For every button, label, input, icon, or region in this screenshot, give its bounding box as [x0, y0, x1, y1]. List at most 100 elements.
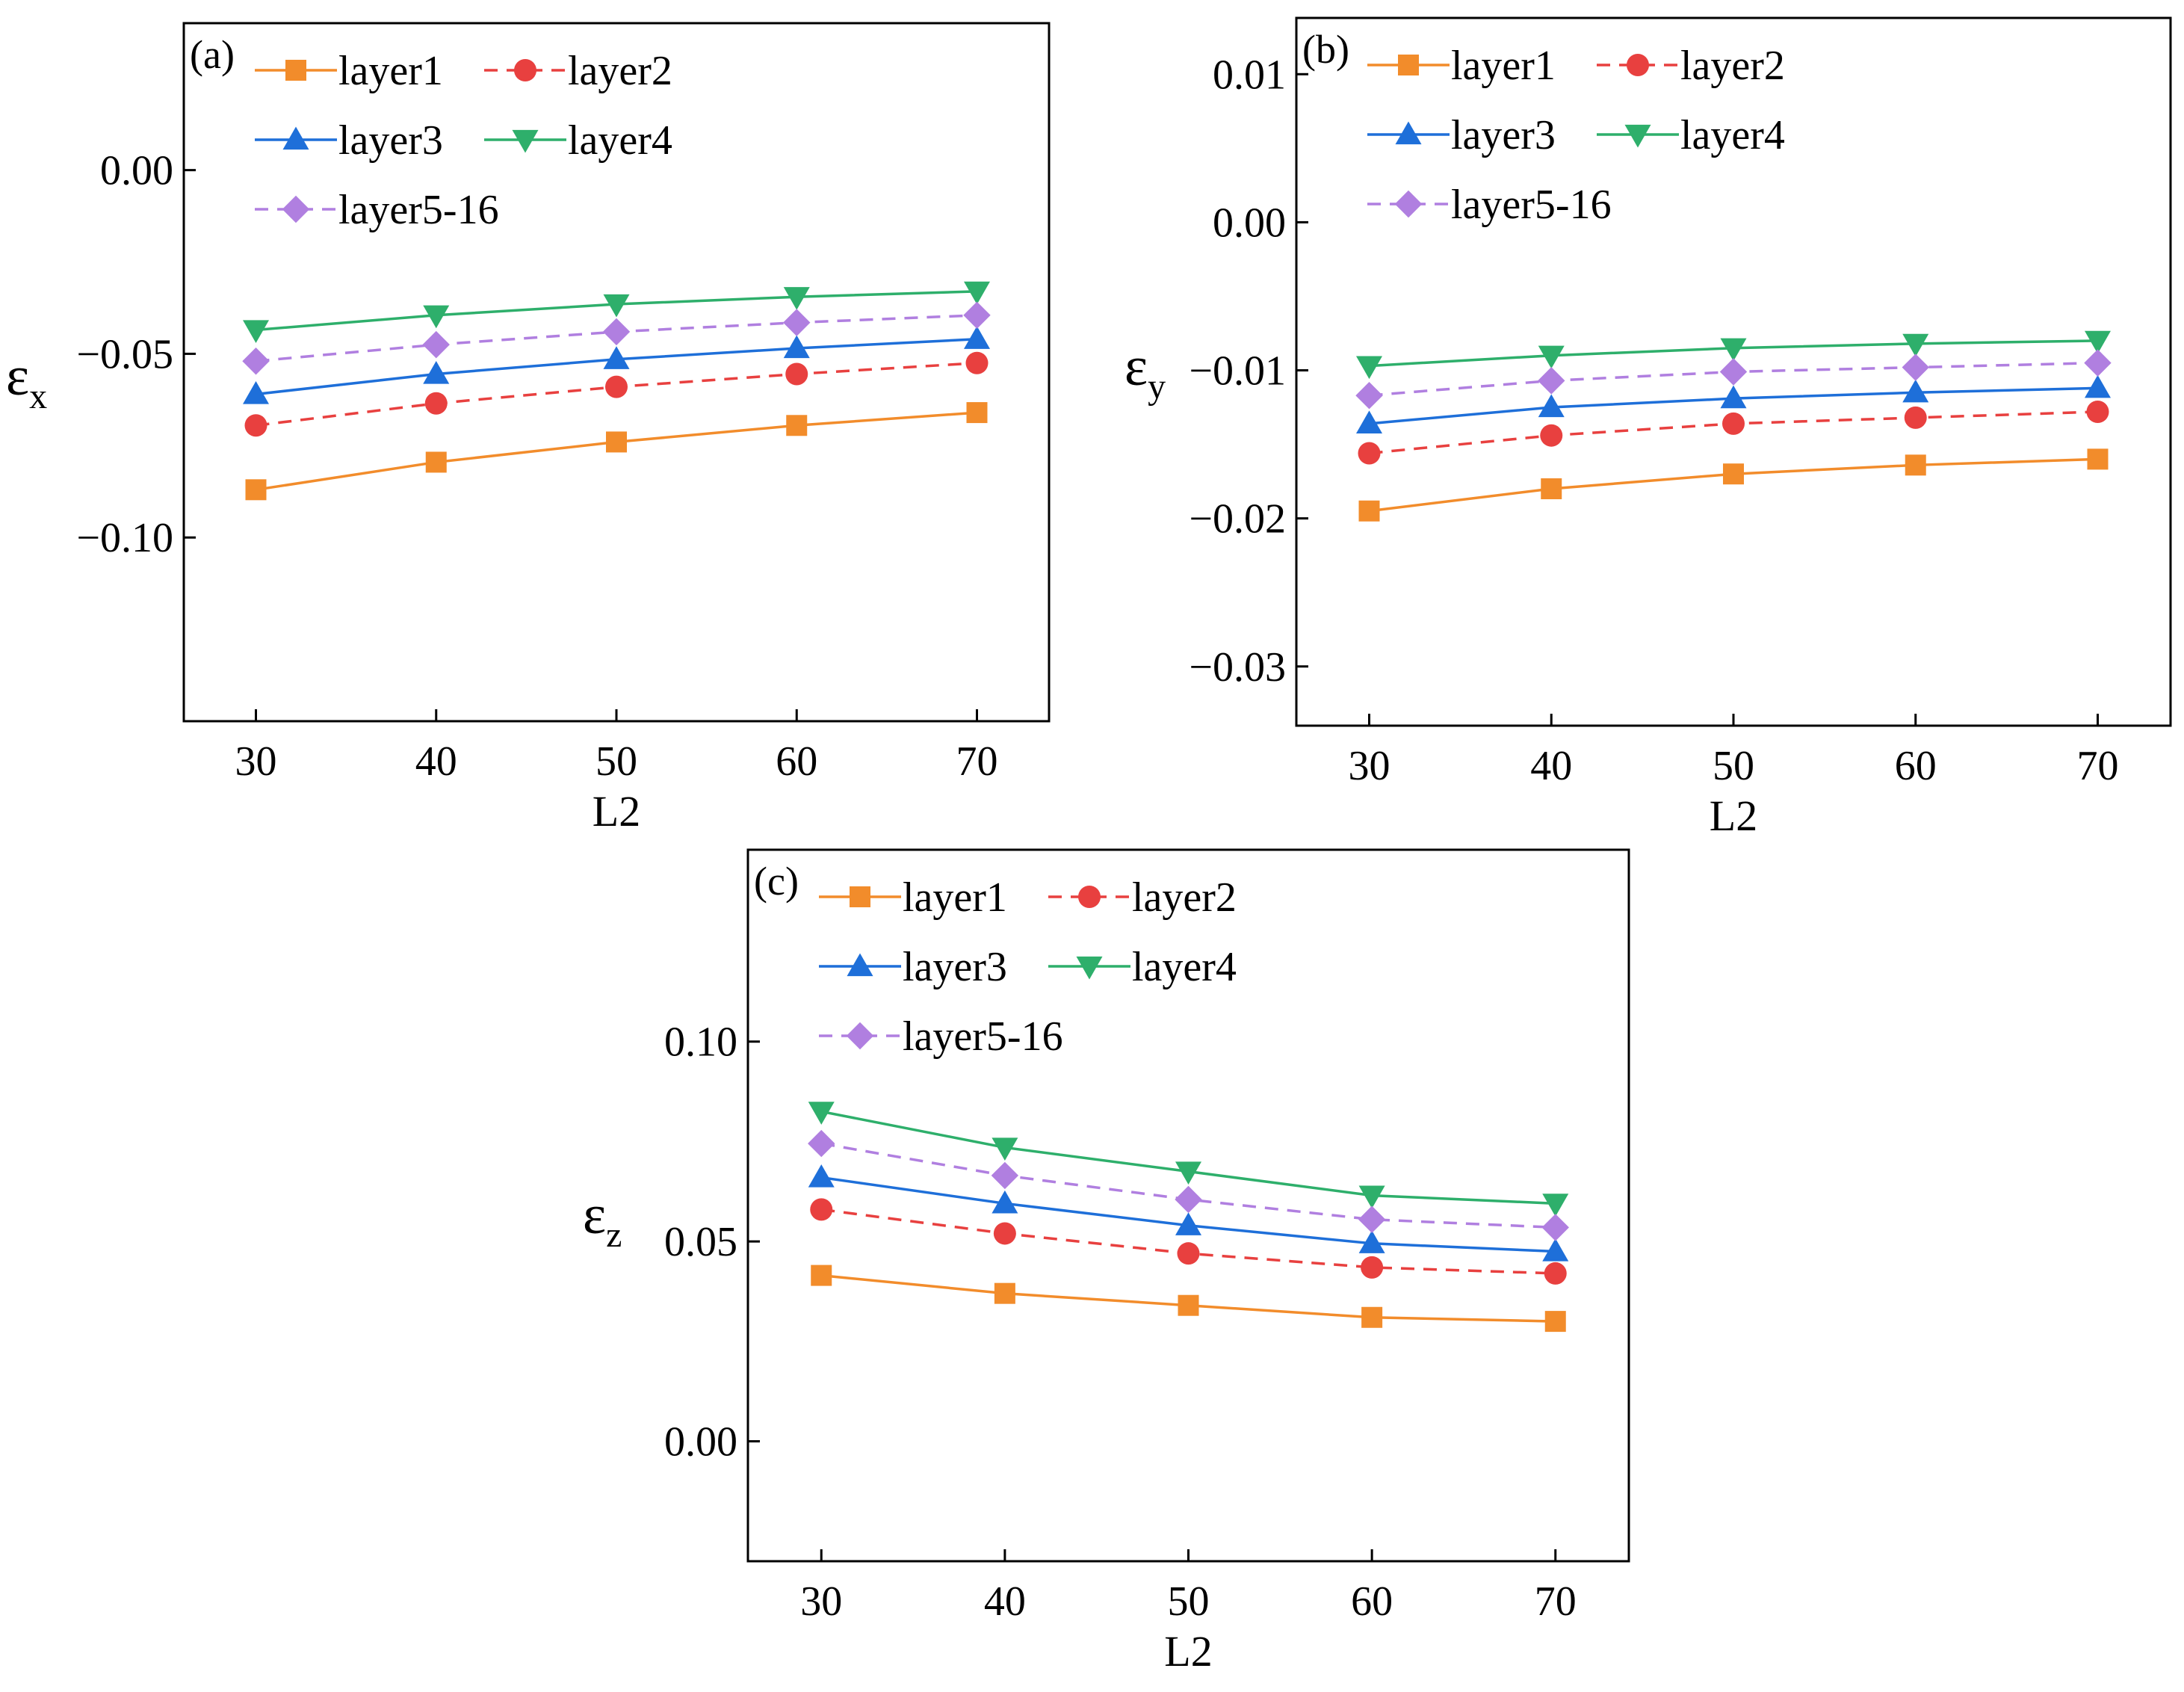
data-point-layer2 [1540, 424, 1563, 447]
y-axis-label-subscript: x [29, 377, 47, 416]
legend-label: layer1 [338, 48, 443, 94]
data-point-layer1 [966, 402, 988, 424]
legend-label: layer2 [1132, 874, 1237, 921]
data-point-layer1 [1358, 500, 1380, 522]
data-point-layer5-16 [1355, 381, 1383, 410]
data-point-layer4 [1542, 1194, 1569, 1217]
legend-marker [282, 126, 309, 150]
y-tick-label: 0.10 [664, 1019, 737, 1066]
data-point-layer5-16 [2084, 349, 2112, 377]
data-point-layer3 [808, 1164, 835, 1188]
x-axis-label: L2 [593, 787, 640, 836]
legend-item-layer3: layer3 [1367, 112, 1556, 158]
x-tick-label: 50 [1713, 743, 1754, 789]
data-point-layer5-16 [1541, 1214, 1569, 1241]
data-point-layer2 [785, 362, 808, 386]
y-axis-label-subscript: y [1148, 367, 1166, 407]
x-tick-label: 30 [1349, 743, 1390, 789]
legend-marker [285, 60, 306, 81]
data-point-layer3 [783, 335, 810, 359]
legend-marker [514, 59, 536, 81]
panel-label: (b) [1302, 27, 1349, 72]
legend-marker [1395, 121, 1422, 145]
data-point-layer1 [811, 1265, 832, 1286]
legend-item-layer2: layer2 [1048, 874, 1237, 921]
data-point-layer4 [1902, 333, 1929, 357]
series-layer1 [245, 402, 988, 501]
data-point-layer3 [1175, 1212, 1201, 1235]
data-point-layer5-16 [1175, 1185, 1202, 1214]
series-layer1 [1358, 448, 2109, 522]
legend-label: layer3 [1451, 112, 1556, 158]
y-axis-label: εx [6, 346, 47, 416]
series-layer5-16 [242, 301, 991, 375]
legend-label: layer5-16 [338, 187, 499, 233]
series-layer4 [808, 1102, 1569, 1217]
y-tick-label: 0.01 [1213, 52, 1286, 98]
data-point-layer2 [605, 375, 628, 398]
series-layer3 [243, 326, 990, 404]
legend-label: layer3 [338, 117, 443, 164]
data-point-layer1 [1723, 463, 1744, 485]
legend-marker [1398, 55, 1419, 75]
data-point-layer2 [1544, 1262, 1567, 1285]
data-point-layer2 [424, 392, 448, 415]
legend-label: layer4 [1680, 112, 1785, 158]
data-point-layer5-16 [242, 348, 270, 375]
panel-label: (c) [754, 859, 799, 904]
data-point-layer2 [1358, 442, 1381, 465]
legend-label: layer4 [1132, 944, 1237, 990]
data-point-layer3 [1358, 1230, 1385, 1253]
x-tick-label: 50 [596, 738, 637, 785]
data-point-layer2 [1722, 412, 1745, 435]
data-point-layer3 [1538, 394, 1565, 418]
data-point-layer4 [1175, 1161, 1201, 1185]
x-tick-label: 50 [1168, 1578, 1210, 1625]
data-point-layer4 [808, 1102, 835, 1125]
x-tick-label: 40 [984, 1578, 1026, 1625]
legend-marker [512, 129, 539, 153]
series-layer1 [811, 1265, 1566, 1333]
legend-item-layer1: layer1 [1367, 43, 1556, 89]
legend-label: layer2 [1680, 43, 1785, 89]
data-point-layer5-16 [991, 1161, 1019, 1190]
series-layer2 [1358, 400, 2109, 465]
y-tick-label: 0.00 [664, 1419, 737, 1466]
y-tick-label: 0.05 [664, 1219, 737, 1265]
x-axis-label: L2 [1164, 1627, 1212, 1676]
data-point-layer1 [1544, 1311, 1566, 1333]
data-point-layer1 [786, 415, 808, 436]
data-point-layer5-16 [1538, 367, 1565, 395]
data-point-layer2 [244, 414, 267, 437]
y-tick-label: −0.01 [1189, 348, 1286, 395]
data-point-layer4 [783, 287, 810, 310]
data-point-layer3 [964, 326, 990, 349]
x-tick-label: 60 [776, 738, 817, 785]
y-tick-label: −0.02 [1189, 496, 1286, 543]
data-point-layer3 [1720, 385, 1747, 409]
data-point-layer5-16 [422, 330, 450, 359]
data-point-layer4 [1356, 356, 1382, 380]
data-point-layer1 [994, 1282, 1015, 1304]
y-axis-label-symbol: ε [6, 346, 29, 407]
legend-item-layer5-16: layer5-16 [255, 187, 499, 233]
series-layer3 [808, 1164, 1569, 1262]
y-axis-label: εz [583, 1185, 622, 1255]
data-point-layer1 [1541, 478, 1562, 500]
data-point-layer2 [1177, 1242, 1200, 1265]
series-layer4 [1356, 330, 2111, 380]
data-point-layer4 [603, 294, 630, 318]
panel-label: (a) [190, 32, 235, 77]
legend-item-layer2: layer2 [484, 48, 672, 94]
y-tick-label: −0.03 [1189, 644, 1286, 691]
y-axis-label-symbol: ε [1125, 336, 1148, 398]
data-point-layer2 [1361, 1256, 1384, 1279]
series-layer4 [243, 281, 990, 343]
data-point-layer5-16 [1358, 1205, 1386, 1233]
data-point-layer3 [243, 380, 269, 404]
data-point-layer3 [423, 360, 450, 384]
data-point-layer1 [1178, 1294, 1199, 1316]
data-point-layer4 [1358, 1185, 1385, 1209]
